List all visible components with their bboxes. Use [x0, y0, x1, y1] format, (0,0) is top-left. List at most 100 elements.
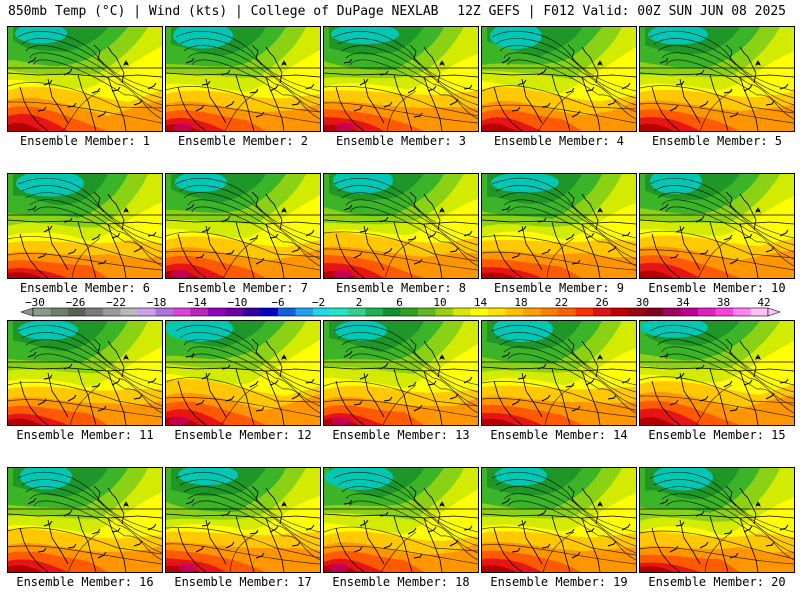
temperature-map-9 — [481, 173, 637, 279]
temperature-map-18 — [323, 467, 479, 573]
header-right: 12Z GEFS | F012 Valid: 00Z SUN JUN 08 20… — [457, 4, 786, 19]
colorbar-swatch — [715, 308, 734, 316]
colorbar-tick-label: 18 — [514, 296, 527, 309]
temperature-map-4 — [481, 26, 637, 132]
colorbar-tick-label: −22 — [106, 296, 126, 309]
colorbar-swatch — [313, 308, 331, 316]
ensemble-panel-15: Ensemble Member: 15 — [639, 320, 795, 442]
colorbar-swatch — [243, 308, 261, 316]
ensemble-panel-12: Ensemble Member: 12 — [165, 320, 321, 442]
colorbar-swatch — [663, 308, 681, 316]
colorbar-swatch — [173, 308, 191, 316]
colorbar-swatch — [155, 308, 174, 316]
colorbar-swatch — [400, 308, 419, 316]
panel-label: Ensemble Member: 14 — [490, 428, 628, 442]
colorbar-swatch — [628, 308, 646, 316]
colorbar-swatch — [645, 308, 664, 316]
temperature-map-19 — [481, 467, 637, 573]
colorbar-swatch — [50, 308, 69, 316]
colorbar-swatch — [418, 308, 436, 316]
ensemble-panel-5: Ensemble Member: 5 — [639, 26, 795, 148]
colorbar-swatch — [488, 308, 506, 316]
temperature-map-3 — [323, 26, 479, 132]
temperature-map-20 — [639, 467, 795, 573]
colorbar-tick-label: 30 — [636, 296, 649, 309]
colorbar-tick-label: 10 — [433, 296, 446, 309]
panel-label: Ensemble Member: 11 — [16, 428, 154, 442]
panel-label: Ensemble Member: 9 — [493, 281, 625, 295]
colorbar-swatch — [505, 308, 524, 316]
ensemble-panel-2: Ensemble Member: 2 — [165, 26, 321, 148]
colorbar-swatch — [593, 308, 611, 316]
temperature-map-7 — [165, 173, 321, 279]
ensemble-panel-14: Ensemble Member: 14 — [481, 320, 637, 442]
colorbar-swatch — [190, 308, 209, 316]
panel-label: Ensemble Member: 7 — [177, 281, 309, 295]
colorbar-swatch — [575, 308, 594, 316]
panel-label: Ensemble Member: 2 — [177, 134, 309, 148]
colorbar-swatch — [435, 308, 454, 316]
ensemble-panel-6: Ensemble Member: 6 — [7, 173, 163, 295]
colorbar: −30 −26 −22 −18 −14 −10 −6 −2 2 6 10 14 18 22 26 30 34 38… — [20, 296, 781, 317]
colorbar-swatch — [85, 308, 104, 316]
colorbar-swatch — [103, 308, 121, 316]
colorbar-swatch — [295, 308, 314, 316]
colorbar-swatch — [453, 308, 471, 316]
ensemble-panel-10: Ensemble Member: 10 — [639, 173, 795, 295]
colorbar-tick-label: −6 — [271, 296, 284, 309]
panel-label: Ensemble Member: 20 — [648, 575, 786, 589]
panel-label: Ensemble Member: 4 — [493, 134, 625, 148]
panel-label: Ensemble Member: 6 — [19, 281, 151, 295]
colorbar-arrow-right — [767, 307, 781, 317]
panel-label: Ensemble Member: 13 — [332, 428, 470, 442]
temperature-map-12 — [165, 320, 321, 426]
temperature-map-15 — [639, 320, 795, 426]
colorbar-tick-label: 42 — [757, 296, 770, 309]
colorbar-swatch — [225, 308, 244, 316]
temperature-map-2 — [165, 26, 321, 132]
colorbar-tick-label: 6 — [396, 296, 403, 309]
temperature-map-10 — [639, 173, 795, 279]
ensemble-panel-4: Ensemble Member: 4 — [481, 26, 637, 148]
colorbar-swatch — [330, 308, 349, 316]
ensemble-panel-1: Ensemble Member: 1 — [7, 26, 163, 148]
temperature-map-5 — [639, 26, 795, 132]
panel-label: Ensemble Member: 5 — [651, 134, 783, 148]
colorbar-swatch — [733, 308, 751, 316]
colorbar-tick-label: 38 — [717, 296, 730, 309]
temperature-map-13 — [323, 320, 479, 426]
colorbar-swatch — [138, 308, 156, 316]
temperature-map-1 — [7, 26, 163, 132]
temperature-map-11 — [7, 320, 163, 426]
colorbar-swatch — [33, 308, 51, 316]
colorbar-tick-label: 14 — [474, 296, 488, 309]
colorbar-swatch — [348, 308, 366, 316]
colorbar-swatch — [540, 308, 559, 316]
colorbar-tick-label: −14 — [187, 296, 207, 309]
panel-label: Ensemble Member: 15 — [648, 428, 786, 442]
temperature-map-8 — [323, 173, 479, 279]
ensemble-panel-8: Ensemble Member: 8 — [323, 173, 479, 295]
header-left: 850mb Temp (°C) | Wind (kts) | College o… — [8, 4, 439, 19]
ensemble-panel-17: Ensemble Member: 17 — [165, 467, 321, 589]
colorbar-tick-label: 2 — [356, 296, 363, 309]
colorbar-tick-label: 34 — [676, 296, 690, 309]
colorbar-arrow-left — [20, 307, 34, 317]
colorbar-tick-label: −10 — [228, 296, 248, 309]
temperature-map-17 — [165, 467, 321, 573]
colorbar-swatch — [120, 308, 139, 316]
colorbar-swatch — [68, 308, 86, 316]
colorbar-tick-label: −2 — [312, 296, 325, 309]
colorbar-tick-label: 26 — [595, 296, 608, 309]
temperature-map-6 — [7, 173, 163, 279]
colorbar-swatch — [208, 308, 226, 316]
colorbar-tick-label: −18 — [147, 296, 167, 309]
colorbar-tick-label: −30 — [25, 296, 45, 309]
ensemble-panel-9: Ensemble Member: 9 — [481, 173, 637, 295]
ensemble-panel-11: Ensemble Member: 11 — [7, 320, 163, 442]
colorbar-swatch — [470, 308, 489, 316]
panel-label: Ensemble Member: 19 — [490, 575, 628, 589]
colorbar-swatch — [558, 308, 576, 316]
colorbar-tick-label: 22 — [555, 296, 568, 309]
colorbar-swatch — [698, 308, 716, 316]
